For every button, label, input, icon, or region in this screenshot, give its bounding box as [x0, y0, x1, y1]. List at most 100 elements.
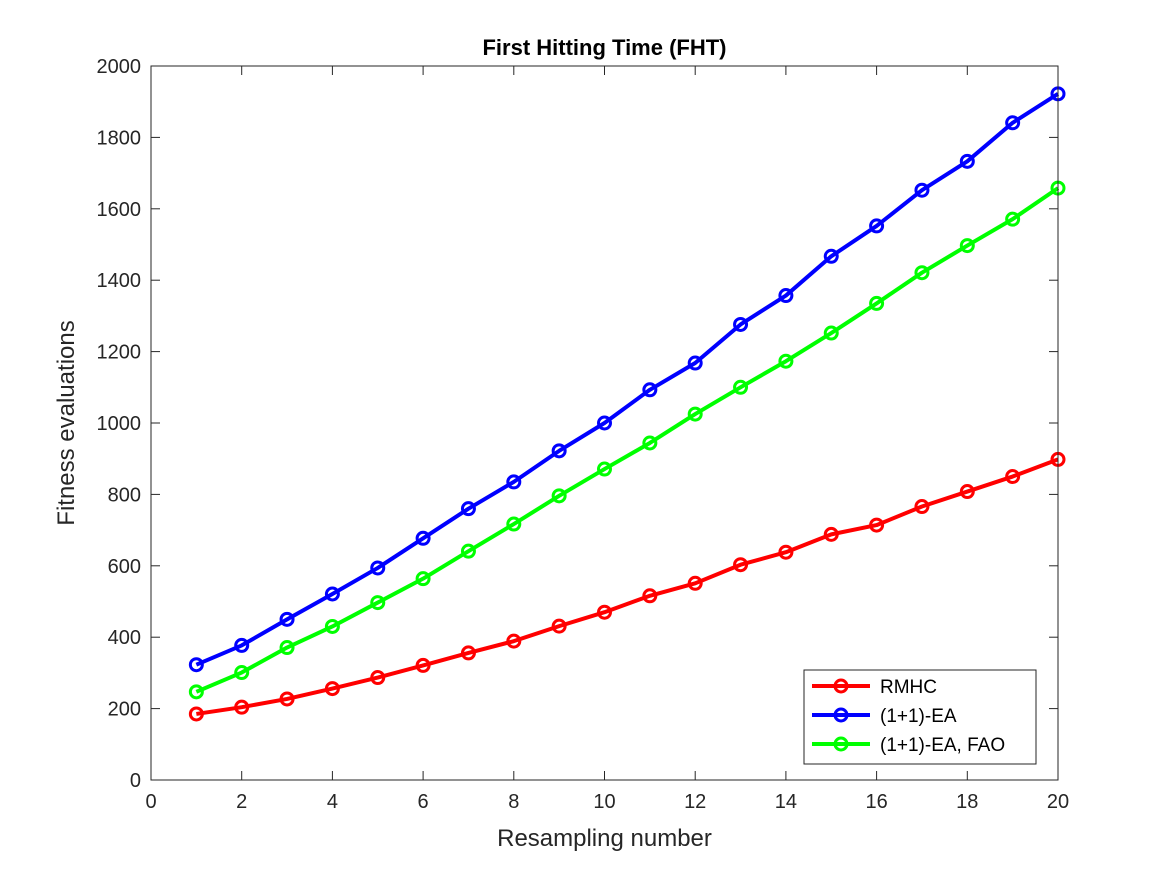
- data-point: [506, 474, 522, 490]
- data-point: [506, 516, 522, 532]
- data-point: [324, 681, 340, 697]
- data-point: [324, 586, 340, 602]
- data-point: [733, 379, 749, 395]
- x-tick-label: 2: [236, 791, 247, 813]
- data-point: [959, 153, 975, 169]
- data-point: [778, 544, 794, 560]
- y-tick-label: 1000: [97, 413, 142, 435]
- data-point: [1005, 211, 1021, 227]
- data-point: [234, 665, 250, 681]
- data-point: [914, 499, 930, 515]
- data-point: [234, 699, 250, 715]
- data-point: [460, 645, 476, 661]
- data-point: [869, 517, 885, 533]
- data-point: [370, 560, 386, 576]
- data-point: [597, 461, 612, 477]
- x-tick-label: 4: [327, 791, 338, 813]
- legend-item: (1+1)-EA: [812, 706, 957, 727]
- x-tick-label: 6: [418, 791, 429, 813]
- data-point: [959, 238, 975, 254]
- data-point: [188, 657, 204, 673]
- data-point: [642, 588, 658, 604]
- data-point: [415, 530, 431, 546]
- legend-label: (1+1)-EA, FAO: [880, 735, 1005, 756]
- data-point: [914, 265, 930, 281]
- y-tick-label: 1400: [97, 270, 142, 292]
- y-tick-label: 0: [130, 770, 141, 792]
- data-point: [869, 295, 885, 311]
- series-lines: [188, 86, 1066, 722]
- chart-title: First Hitting Time (FHT): [482, 35, 726, 60]
- data-point: [506, 633, 522, 649]
- x-tick-label: 20: [1047, 791, 1069, 813]
- data-point: [551, 618, 567, 634]
- data-point: [460, 543, 476, 559]
- legend-swatch-marker: [833, 707, 849, 723]
- x-tick-label: 18: [956, 791, 978, 813]
- data-point: [415, 657, 431, 673]
- data-point: [687, 406, 703, 422]
- data-point: [551, 488, 567, 504]
- series-1: [188, 451, 1066, 722]
- x-axis-label: Resampling number: [497, 825, 712, 852]
- y-tick-label: 400: [108, 627, 141, 649]
- data-point: [778, 288, 794, 304]
- data-point: [733, 316, 749, 332]
- data-point: [823, 248, 839, 264]
- plot-frame: [150, 65, 1059, 781]
- series-line: [195, 186, 1060, 694]
- data-point: [370, 595, 386, 611]
- y-tick-label: 2000: [97, 56, 142, 78]
- x-tick-label: 12: [684, 791, 706, 813]
- y-axis-label: Fitness evaluations: [53, 320, 80, 525]
- data-point: [642, 435, 658, 451]
- data-point: [778, 353, 794, 369]
- x-tick-label: 16: [865, 791, 887, 813]
- y-tick-label: 1200: [97, 342, 142, 364]
- data-point: [460, 501, 476, 517]
- y-tick-label: 800: [108, 484, 141, 506]
- data-point: [959, 484, 975, 500]
- legend: RMHC (1+1)-EA (1+1)-EA, FAO: [803, 669, 1037, 765]
- data-point: [551, 443, 567, 459]
- data-point: [188, 684, 204, 700]
- data-point: [869, 218, 885, 234]
- axis-ticks: 0 2 4 6 8 10 12 14 16 18 2002004006008001000120014…: [97, 56, 1070, 813]
- data-point: [1005, 115, 1021, 131]
- data-point: [324, 618, 340, 634]
- data-point: [370, 670, 386, 686]
- data-point: [823, 526, 839, 542]
- data-point: [279, 691, 295, 707]
- data-point: [234, 637, 250, 653]
- data-point: [687, 575, 703, 591]
- y-tick-label: 200: [108, 699, 141, 721]
- data-point: [597, 604, 612, 620]
- legend-swatch-marker: [833, 678, 849, 694]
- x-tick-label: 0: [145, 791, 156, 813]
- data-point: [733, 557, 749, 573]
- y-tick-label: 1600: [97, 199, 142, 221]
- x-tick-label: 14: [775, 791, 797, 813]
- series-3: [188, 180, 1066, 700]
- legend-item: (1+1)-EA, FAO: [812, 735, 1005, 756]
- data-point: [597, 415, 612, 431]
- data-point: [279, 640, 295, 656]
- data-point: [687, 355, 703, 371]
- data-point: [415, 571, 431, 587]
- series-2: [188, 86, 1066, 673]
- x-tick-label: 8: [508, 791, 519, 813]
- legend-swatch-marker: [833, 736, 849, 752]
- series-line: [196, 457, 1059, 716]
- data-point: [823, 325, 839, 341]
- data-point: [914, 182, 930, 198]
- y-tick-label: 600: [108, 556, 141, 578]
- y-tick-label: 1800: [97, 127, 142, 149]
- legend-item: RMHC: [812, 677, 937, 698]
- data-point: [279, 611, 295, 627]
- legend-label: (1+1)-EA: [880, 706, 957, 727]
- data-point: [188, 706, 204, 722]
- data-point: [642, 382, 658, 398]
- data-point: [1005, 469, 1021, 485]
- x-tick-label: 10: [593, 791, 615, 813]
